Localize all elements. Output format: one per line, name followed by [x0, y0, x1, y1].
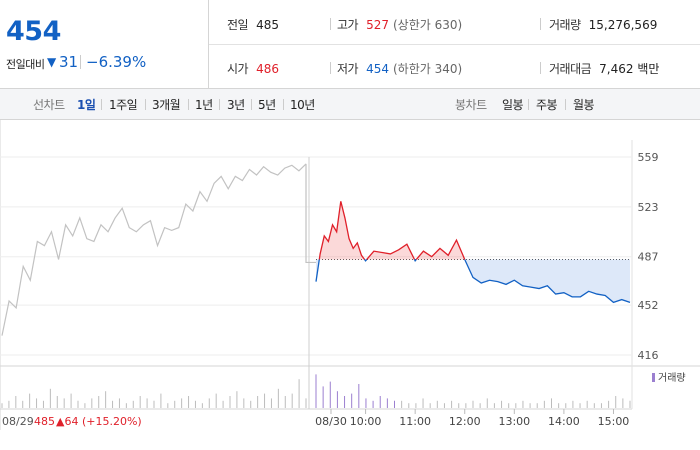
- today-price-line-up: [366, 243, 416, 260]
- prev-day-price-line: [1, 163, 307, 336]
- divider: [145, 99, 146, 110]
- today-price-line-down: [413, 259, 417, 263]
- open-value: 486: [256, 62, 279, 76]
- tab-5year[interactable]: 5년: [258, 98, 276, 112]
- divider: [540, 62, 541, 74]
- stat-amount: 거래대금 7,462 백만: [549, 62, 660, 76]
- tab-1week[interactable]: 1주일: [109, 98, 138, 112]
- tab-3year[interactable]: 3년: [227, 98, 245, 112]
- upper-limit: (상한가 630): [393, 18, 463, 32]
- divider: [330, 62, 331, 74]
- x-tick-label: 10:00: [350, 415, 382, 428]
- line-chart-label: 선차트: [33, 98, 65, 112]
- divider: [283, 99, 284, 110]
- candle-chart-label: 봉차트: [455, 98, 487, 112]
- low-value: 454: [366, 62, 389, 76]
- y-tick-label: 523: [638, 201, 659, 214]
- price-box: 454 전일대비 ▼ 31 −6.39%: [0, 0, 209, 88]
- divider: [528, 99, 529, 110]
- tab-3month[interactable]: 3개월: [152, 98, 181, 112]
- today-price-line-down: [464, 259, 631, 304]
- today-price-line-up: [415, 238, 466, 260]
- y-tick-label: 487: [638, 251, 659, 264]
- tab-1year[interactable]: 1년: [195, 98, 213, 112]
- change-value: 31: [59, 53, 79, 71]
- today-area-up: [366, 244, 415, 260]
- current-price: 454: [6, 16, 61, 47]
- y-tick-label: 559: [638, 151, 659, 164]
- change-percent: −6.39%: [86, 53, 147, 71]
- y-tick-label: 416: [638, 349, 659, 362]
- tab-monthly[interactable]: 월봉: [573, 98, 595, 112]
- legend-swatch: [652, 373, 655, 382]
- today-price-line-down: [315, 259, 320, 282]
- x-tick-label: 15:00: [598, 415, 630, 428]
- prev-close-value: 485: [256, 18, 279, 32]
- stat-volume: 거래량 15,276,569: [549, 18, 658, 32]
- divider: [188, 99, 189, 110]
- footer-date: 08/29: [2, 415, 34, 428]
- tab-daily[interactable]: 일봉: [502, 98, 524, 112]
- footer-change: ▲64 (+15.20%): [56, 415, 142, 428]
- divider: [101, 99, 102, 110]
- change-label: 전일대비: [6, 58, 45, 71]
- today-area-up: [319, 201, 365, 260]
- divider: [251, 99, 252, 110]
- stat-low: 저가 454 (하한가 340): [337, 62, 463, 76]
- footer-close: 485: [34, 415, 55, 428]
- divider: [330, 18, 331, 30]
- today-price-line-up: [318, 201, 366, 260]
- stat-prev-close: 전일 485: [227, 18, 279, 32]
- today-price-line-down: [364, 259, 368, 262]
- stat-high: 고가 527 (상한가 630): [337, 18, 463, 32]
- down-triangle-icon: ▼: [47, 55, 57, 69]
- high-value: 527: [366, 18, 389, 32]
- volume-value: 15,276,569: [588, 18, 658, 32]
- x-tick-label: 13:00: [498, 415, 530, 428]
- today-area-down: [464, 259, 630, 303]
- y-tick-label: 452: [638, 299, 659, 312]
- x-tick-label: 12:00: [449, 415, 481, 428]
- divider: [540, 18, 541, 30]
- lower-limit: (하한가 340): [393, 62, 463, 76]
- quote-header: 454 전일대비 ▼ 31 −6.39% 전일 485 고가 527 (상한가 630…: [0, 0, 700, 89]
- x-tick-label: 14:00: [548, 415, 580, 428]
- divider: [80, 55, 81, 69]
- stat-open: 시가 486: [227, 62, 279, 76]
- tab-10year[interactable]: 10년: [290, 98, 315, 112]
- x-tick-label: 11:00: [399, 415, 431, 428]
- divider: [219, 99, 220, 110]
- prev-close-connector: [305, 163, 316, 264]
- divider: [565, 99, 566, 110]
- tab-weekly[interactable]: 주봉: [536, 98, 558, 112]
- tab-1day[interactable]: 1일: [77, 98, 96, 112]
- legend-label: 거래량: [658, 372, 686, 384]
- chart-tabs: 선차트 1일 1주일 3개월 1년 3년 5년 10년 봉차트 일봉 주봉 월봉: [0, 89, 700, 120]
- amount-value: 7,462 백만: [599, 62, 660, 76]
- row-divider: [209, 44, 700, 45]
- x-tick-label: 08/30: [315, 415, 347, 428]
